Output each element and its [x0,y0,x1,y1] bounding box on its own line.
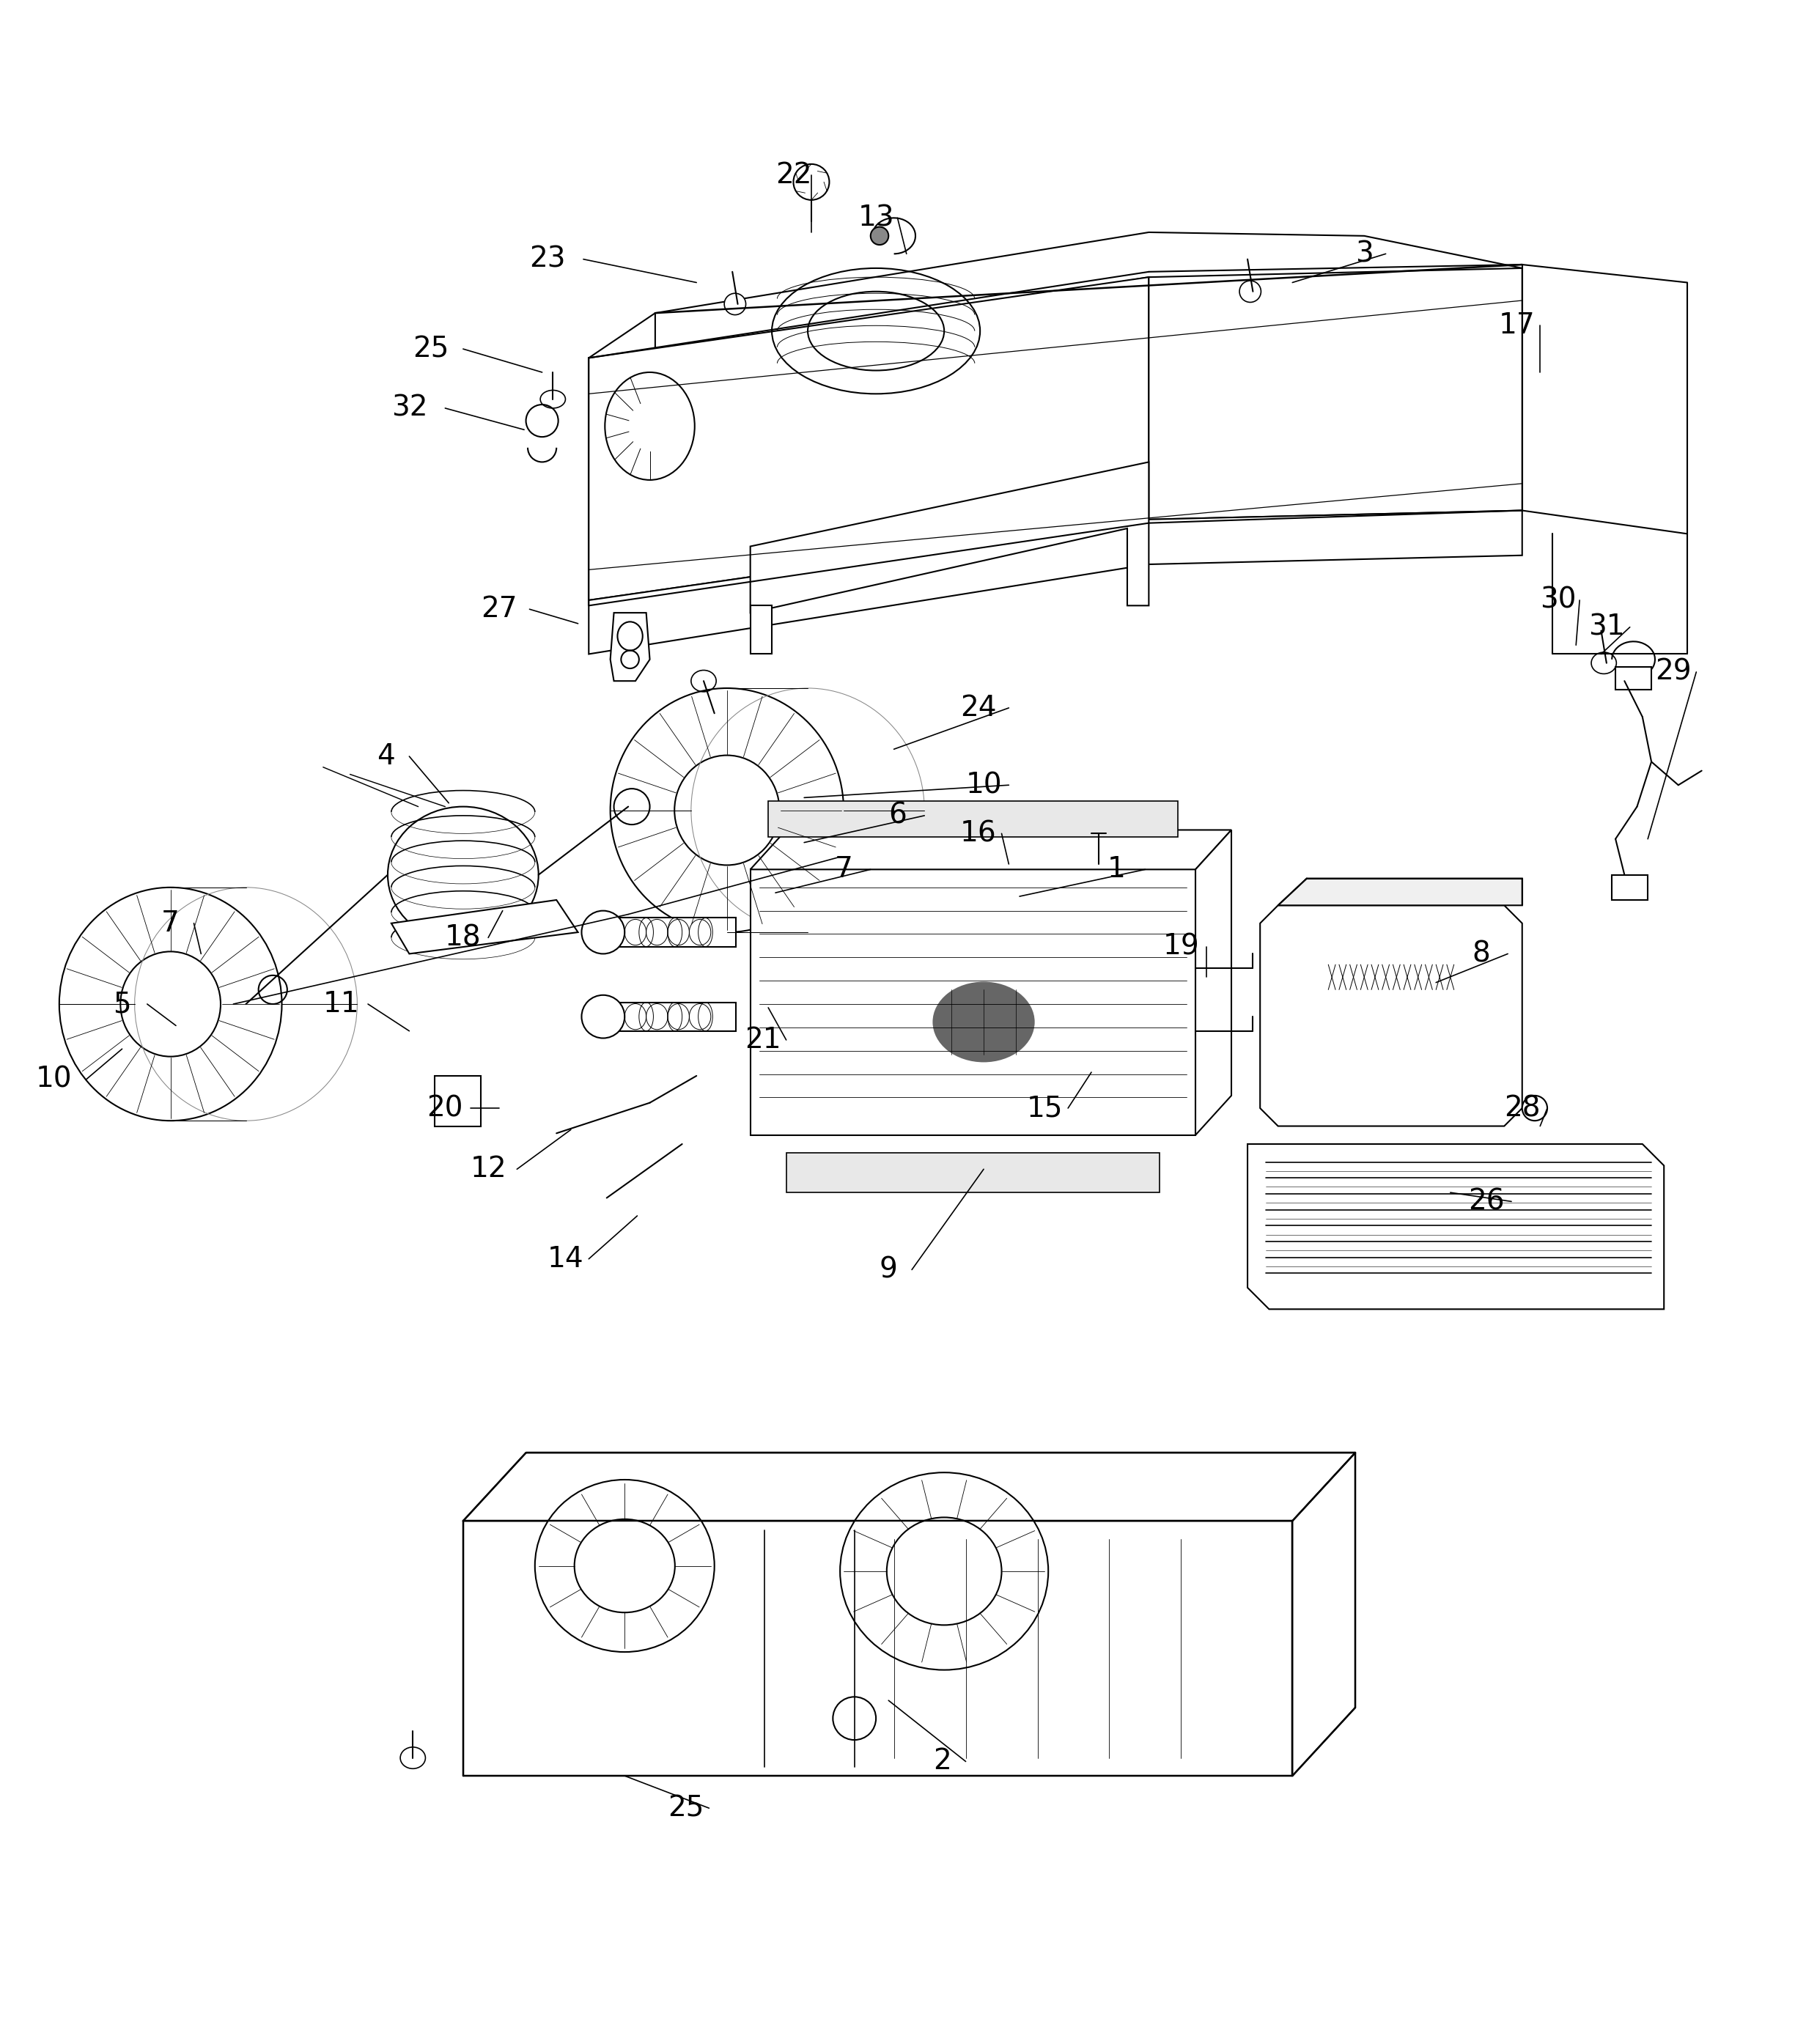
Polygon shape [1248,1145,1664,1308]
Ellipse shape [605,372,695,480]
Ellipse shape [400,1748,425,1768]
Ellipse shape [723,292,747,315]
Text: 16: 16 [960,820,996,848]
Text: 21: 21 [745,1026,781,1055]
Text: 9: 9 [880,1255,898,1284]
Text: 31: 31 [1589,613,1624,642]
Ellipse shape [582,912,625,955]
Text: 13: 13 [858,204,894,231]
Text: 12: 12 [470,1155,506,1183]
Text: 14: 14 [547,1245,583,1273]
Text: 30: 30 [1540,587,1576,613]
Polygon shape [1149,268,1522,519]
Text: 7: 7 [835,856,853,883]
Ellipse shape [691,670,716,691]
Text: 26: 26 [1468,1188,1504,1216]
Polygon shape [768,801,1178,838]
Ellipse shape [535,1480,714,1652]
Text: 7: 7 [162,910,180,938]
Text: 20: 20 [427,1094,463,1122]
Ellipse shape [1590,652,1615,675]
Polygon shape [1612,875,1648,899]
Polygon shape [786,1153,1160,1192]
Ellipse shape [793,164,829,200]
Polygon shape [592,918,736,946]
Text: 10: 10 [966,771,1002,799]
Text: 25: 25 [413,335,449,364]
Text: 4: 4 [377,742,395,771]
Polygon shape [1615,666,1651,691]
Text: 18: 18 [445,924,481,953]
Text: 8: 8 [1472,940,1490,967]
Text: 3: 3 [1355,239,1373,268]
Text: 10: 10 [36,1065,72,1094]
Polygon shape [434,1075,481,1126]
Polygon shape [592,1002,736,1030]
Text: 27: 27 [481,595,517,623]
Ellipse shape [933,983,1034,1061]
Text: 15: 15 [1027,1094,1063,1122]
Ellipse shape [1522,1096,1547,1120]
Polygon shape [655,233,1522,358]
Polygon shape [750,462,1149,613]
Ellipse shape [540,390,565,409]
Ellipse shape [840,1472,1048,1670]
Polygon shape [750,830,1231,869]
Text: 29: 29 [1655,658,1691,687]
Text: 32: 32 [391,394,427,423]
Text: 5: 5 [113,989,131,1018]
Ellipse shape [1239,280,1260,303]
Text: 24: 24 [960,695,996,722]
Text: 25: 25 [668,1795,704,1821]
Polygon shape [610,613,650,681]
Polygon shape [1195,830,1231,1134]
Polygon shape [589,511,1522,654]
Text: 22: 22 [775,161,811,188]
Text: 17: 17 [1499,311,1535,339]
Text: 23: 23 [530,245,565,274]
Text: 11: 11 [323,989,359,1018]
Polygon shape [463,1521,1292,1776]
Text: 1: 1 [1108,856,1125,883]
Polygon shape [1278,879,1522,905]
Ellipse shape [582,995,625,1038]
Text: 28: 28 [1504,1094,1540,1122]
Text: 6: 6 [889,801,906,830]
Ellipse shape [871,227,889,245]
Text: 19: 19 [1163,932,1199,961]
Polygon shape [1292,1453,1355,1776]
Text: 2: 2 [933,1748,951,1776]
Ellipse shape [388,807,538,942]
Polygon shape [391,899,578,955]
Polygon shape [750,605,772,654]
Polygon shape [463,1453,1355,1521]
Polygon shape [1260,905,1522,1126]
Polygon shape [750,869,1195,1134]
Polygon shape [589,278,1149,601]
